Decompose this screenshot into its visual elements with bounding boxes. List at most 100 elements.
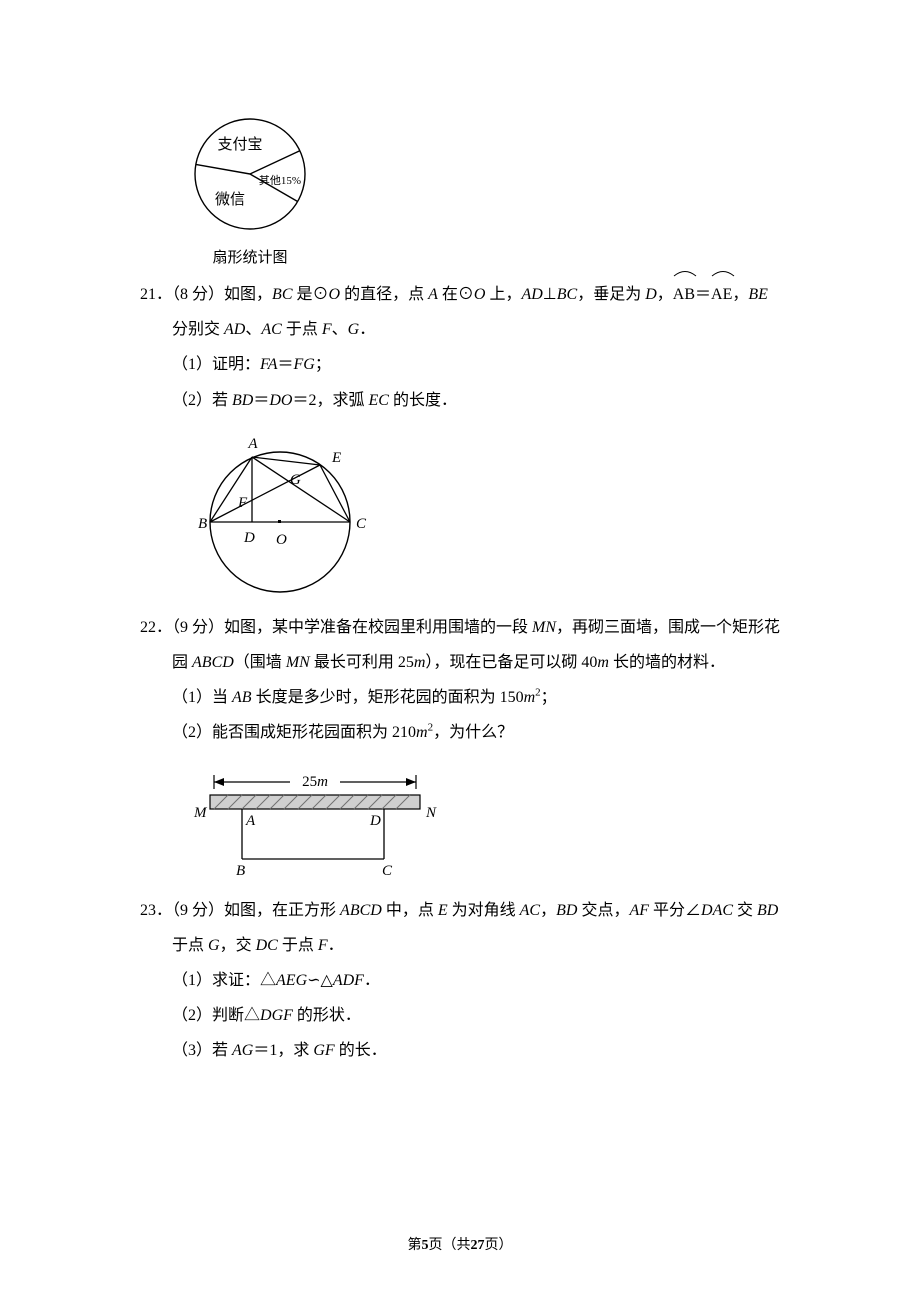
text: 最长可利用 25: [310, 654, 414, 671]
q-points: （8 分）: [172, 286, 224, 303]
var-bd: BD: [556, 902, 577, 919]
var-bc: BC: [272, 286, 292, 303]
var-ad: AD: [521, 286, 542, 303]
footer-total: 27: [471, 1238, 485, 1253]
text: （围墙: [234, 654, 286, 671]
footer-page: 5: [422, 1238, 429, 1253]
text: （1）求证：△: [172, 972, 276, 989]
arc-ab-text: AB: [673, 286, 695, 303]
pie-slice-label: 其他15%: [259, 174, 301, 187]
var-e: E: [438, 902, 448, 919]
var-gf: GF: [313, 1042, 334, 1059]
q23-p1: （1）求证：△AEG∽△ADF．: [172, 963, 800, 998]
q21-line2: 分别交 AD、AC 于点 F、G．: [172, 312, 800, 347]
pt-A: A: [245, 813, 256, 829]
text: 为对角线: [448, 902, 520, 919]
q22-diagram: 25m M N A D B C: [180, 755, 800, 885]
var-f: F: [322, 321, 332, 338]
var-ac: AC: [520, 902, 540, 919]
footer-text: 页（共: [429, 1238, 471, 1253]
var-g: G: [208, 937, 220, 954]
text: 长的墙的材料．: [609, 654, 725, 671]
pt-C: C: [356, 516, 367, 532]
arc-ae-text: AE: [711, 286, 732, 303]
pt-O: O: [276, 532, 287, 548]
text: ，: [540, 902, 556, 919]
arc-ae: AE: [711, 277, 732, 312]
var-ac: AC: [261, 321, 281, 338]
footer-text: 页）: [485, 1238, 513, 1253]
text: ，交: [220, 937, 256, 954]
var-bd: BD: [757, 902, 778, 919]
text: ，再砌三面墙，围成一个矩形花: [556, 619, 780, 636]
var-ad: AD: [224, 321, 245, 338]
pt-N: N: [425, 805, 437, 821]
eq-symbol: ＝: [278, 356, 294, 373]
text: 中，点: [382, 902, 438, 919]
q23-p2: （2）判断△DGF 的形状．: [172, 998, 800, 1033]
pie-slice-label: 微信: [215, 191, 245, 208]
text: 的形状．: [293, 1007, 361, 1024]
pt-F: F: [237, 495, 248, 511]
text: 于点: [282, 321, 322, 338]
var-do: DO: [269, 392, 292, 409]
var-dac: DAC: [701, 902, 733, 919]
q23-stem: 23．（9 分）如图，在正方形 ABCD 中，点 E 为对角线 AC，BD 交点…: [140, 893, 800, 928]
q21-stem: 21．（8 分）如图，BC 是⊙O 的直径，点 A 在⊙O 上，AD⊥BC，垂足…: [140, 277, 800, 312]
pt-G: G: [290, 472, 301, 488]
text: 上，: [485, 286, 521, 303]
text: ，为什么？: [433, 724, 513, 741]
text: （3）若: [172, 1042, 232, 1059]
text: （2）判断△: [172, 1007, 260, 1024]
q-number: 22: [140, 619, 156, 636]
var-abcd: ABCD: [340, 902, 382, 919]
arc-ab: AB: [673, 277, 695, 312]
text: ＝1，求: [253, 1042, 313, 1059]
var-o: O: [329, 286, 341, 303]
text: （1）证明：: [172, 356, 260, 373]
q-number: 23: [140, 902, 156, 919]
pie-chart-figure: 支付宝 其他15% 微信 扇形统计图: [180, 104, 800, 269]
unit-m: m: [597, 654, 609, 671]
text: 于点: [172, 937, 208, 954]
pt-E: E: [331, 450, 341, 466]
eq-symbol: ＝: [253, 392, 269, 409]
text: 在⊙: [438, 286, 474, 303]
var-fg: FG: [294, 356, 315, 373]
arc-icon: [711, 267, 920, 277]
var-ec: EC: [368, 392, 388, 409]
text: ；: [315, 356, 331, 373]
page: 支付宝 其他15% 微信 扇形统计图 21．（8 分）如图，BC 是⊙O 的直径…: [0, 0, 920, 1302]
pt-C: C: [382, 863, 393, 879]
var-fa: FA: [260, 356, 277, 373]
text: 的长度．: [389, 392, 457, 409]
var-f: F: [318, 937, 328, 954]
text: 如图，: [224, 286, 272, 303]
var-d: D: [645, 286, 657, 303]
var-dc: DC: [256, 937, 278, 954]
var-mn: MN: [286, 654, 310, 671]
q-points: （9 分）: [172, 619, 224, 636]
text: 的长．: [335, 1042, 387, 1059]
text: （2）能否围成矩形花园面积为 210: [172, 724, 416, 741]
text: 如图，在正方形: [224, 902, 340, 919]
text: 于点: [278, 937, 318, 954]
q22-stem: 22．（9 分）如图，某中学准备在校园里利用围墙的一段 MN，再砌三面墙，围成一…: [140, 610, 800, 645]
text: 如图，某中学准备在校园里利用围墙的一段: [224, 619, 532, 636]
similar-symbol: ∽△: [307, 972, 333, 989]
q22-p1: （1）当 AB 长度是多少时，矩形花园的面积为 150m2；: [172, 680, 800, 715]
var-adf: ADF: [333, 972, 364, 989]
pt-A: A: [247, 436, 258, 452]
text: ＝2，求弧: [292, 392, 368, 409]
q22-rect-svg: 25m M N A D B C: [180, 755, 440, 885]
pie-caption: 扇形统计图: [212, 249, 287, 266]
text: ．: [364, 972, 380, 989]
var-g: G: [348, 321, 360, 338]
footer-text: 第: [408, 1238, 422, 1253]
var-af: AF: [629, 902, 649, 919]
var-ab: AB: [232, 689, 252, 706]
text: 是⊙: [293, 286, 329, 303]
text: 、: [332, 321, 348, 338]
text: 交点，: [577, 902, 629, 919]
pt-B: B: [236, 863, 245, 879]
